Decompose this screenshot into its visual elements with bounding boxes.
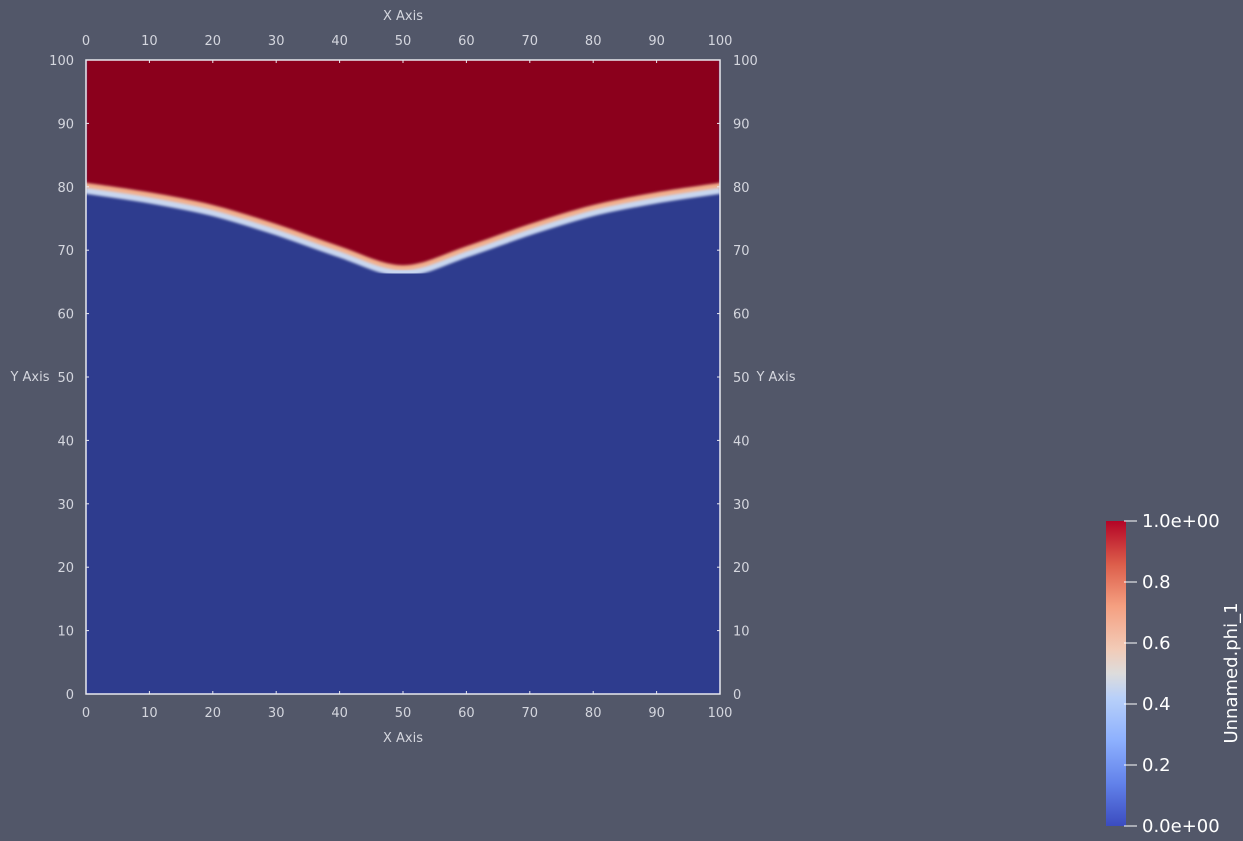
x-tick-label-top: 100: [708, 34, 733, 49]
y-tick-label-right: 20: [733, 561, 750, 576]
x-axis-bottom: 0 10 20 30 40 50 60 70 80 90 100: [82, 691, 733, 721]
x-tick-label-top: 60: [458, 34, 475, 49]
y-tick-label-left: 90: [57, 117, 74, 132]
x-tick-label-top: 70: [522, 34, 539, 49]
y-tick-label-right: 40: [733, 434, 750, 449]
x-tick-label-bottom: 0: [82, 706, 90, 721]
x-tick-label-bottom: 50: [395, 706, 412, 721]
x-tick-label-bottom: 10: [141, 706, 158, 721]
colorbar-tick-label: 1.0e+00: [1142, 511, 1220, 532]
x-tick-label-bottom: 60: [458, 706, 475, 721]
y-tick-label-right: 10: [733, 625, 750, 640]
y-axis-right: 0 10 20 30 40 50 60 70 80 90 100: [717, 54, 758, 703]
x-axis-title-bottom: X Axis: [383, 731, 423, 746]
y-tick-label-right: 0: [733, 688, 741, 703]
y-axis-title-left: Y Axis: [9, 370, 49, 385]
y-tick-label-left: 100: [49, 54, 74, 69]
x-tick-label-top: 90: [648, 34, 665, 49]
colorbar-tick-label: 0.0e+00: [1142, 816, 1220, 837]
colorbar-tick-label: 0.4: [1142, 694, 1171, 715]
y-axis-title-right: Y Axis: [755, 370, 795, 385]
x-tick-label-top: 20: [205, 34, 222, 49]
y-tick-label-left: 50: [57, 371, 74, 386]
y-tick-label-right: 70: [733, 244, 750, 259]
y-tick-label-left: 70: [57, 244, 74, 259]
x-tick-label-top: 50: [395, 34, 412, 49]
x-tick-label-bottom: 70: [522, 706, 539, 721]
x-tick-label-bottom: 100: [708, 706, 733, 721]
x-tick-label-bottom: 20: [205, 706, 222, 721]
x-tick-label-top: 10: [141, 34, 158, 49]
interface-band-warm: [86, 179, 720, 271]
plot-area: [86, 60, 720, 694]
colorbar: 1.0e+00 0.8 0.6 0.4 0.2 0.0e+00 Unnamed.phi_1: [1106, 511, 1242, 837]
colorbar-gradient: [1106, 521, 1126, 826]
y-tick-label-left: 10: [57, 625, 74, 640]
y-tick-label-left: 80: [57, 181, 74, 196]
y-axis-left: 0 10 20 30 40 50 60 70 80 90 100: [49, 54, 89, 703]
y-tick-label-right: 50: [733, 371, 750, 386]
colorbar-title: Unnamed.phi_1: [1221, 602, 1242, 743]
y-tick-label-left: 0: [66, 688, 74, 703]
y-tick-label-right: 80: [733, 181, 750, 196]
x-tick-label-bottom: 40: [331, 706, 348, 721]
x-axis-top: 0 10 20 30 40 50 60 70 80 90 100: [82, 34, 733, 63]
x-tick-label-top: 80: [585, 34, 602, 49]
x-tick-label-bottom: 80: [585, 706, 602, 721]
colorbar-tick-label: 0.2: [1142, 755, 1171, 776]
x-axis-title-top: X Axis: [383, 9, 423, 24]
colorbar-tick-label: 0.6: [1142, 633, 1171, 654]
y-tick-label-right: 100: [733, 54, 758, 69]
y-tick-label-right: 30: [733, 498, 750, 513]
x-tick-label-top: 30: [268, 34, 285, 49]
x-tick-label-bottom: 90: [648, 706, 665, 721]
x-tick-label-top: 0: [82, 34, 90, 49]
y-tick-label-left: 30: [57, 498, 74, 513]
y-tick-label-left: 20: [57, 561, 74, 576]
x-tick-label-top: 40: [331, 34, 348, 49]
high-region: [86, 60, 720, 266]
y-tick-label-right: 60: [733, 308, 750, 323]
y-tick-label-right: 90: [733, 117, 750, 132]
colorbar-ticks: 1.0e+00 0.8 0.6 0.4 0.2 0.0e+00: [1124, 511, 1220, 837]
x-tick-label-bottom: 30: [268, 706, 285, 721]
y-tick-label-left: 60: [57, 308, 74, 323]
colorbar-tick-label: 0.8: [1142, 572, 1171, 593]
y-tick-label-left: 40: [57, 434, 74, 449]
